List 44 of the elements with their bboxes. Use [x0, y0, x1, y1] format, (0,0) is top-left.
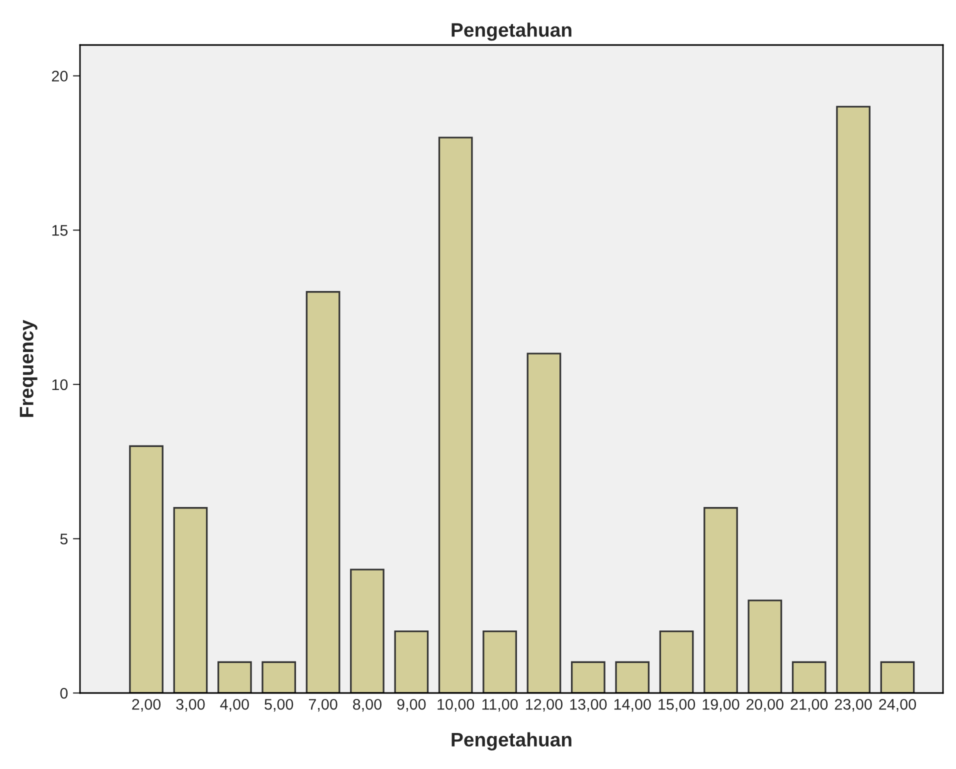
bar [306, 291, 340, 693]
y-tick-label: 0 [60, 688, 68, 699]
x-tick-label: 20,00 [746, 698, 784, 712]
x-tick-label: 2,00 [132, 698, 161, 712]
x-tick-label: 11,00 [482, 698, 518, 712]
bar [836, 106, 870, 693]
x-tick-label: 14,00 [614, 698, 651, 712]
x-tick-label: 13,00 [570, 698, 607, 712]
x-tick-label: 3,00 [176, 698, 205, 712]
bar [262, 661, 296, 693]
x-tick-label: 10,00 [438, 698, 474, 712]
x-tick-label: 15,00 [658, 698, 696, 712]
x-tick-label: 5,00 [264, 698, 294, 712]
y-tick-label: 5 [60, 534, 68, 544]
x-tick-label: 21,00 [790, 698, 828, 712]
x-tick-label: 7,00 [308, 698, 338, 712]
bar [438, 136, 473, 693]
bar [792, 661, 826, 693]
chart-title: Pengetahuan [452, 22, 572, 41]
x-tick-label: 4,00 [220, 698, 249, 712]
x-axis-title: Pengetahuan [452, 732, 572, 750]
bar [570, 661, 606, 693]
y-tick-label: 10 [52, 379, 68, 390]
x-tick-label: 23,00 [834, 698, 872, 712]
bar [129, 445, 164, 693]
bar [482, 630, 517, 693]
bar [173, 507, 208, 693]
bar [748, 600, 782, 693]
x-tick-label: 12,00 [526, 698, 562, 712]
y-axis-title: Frequency [20, 320, 38, 417]
bar [704, 507, 738, 693]
x-tick-label: 19,00 [702, 698, 740, 712]
x-tick-label: 8,00 [353, 698, 382, 712]
bar [526, 352, 562, 693]
bar [217, 661, 252, 693]
y-tick-label: 20 [52, 70, 68, 82]
bar [615, 661, 650, 693]
x-tick-label: 9,00 [397, 698, 426, 712]
x-tick-label: 24,00 [879, 698, 916, 712]
bar [394, 630, 429, 693]
bar [659, 630, 694, 693]
y-tick-label: 15 [52, 225, 68, 236]
bar [350, 568, 384, 693]
bar [880, 661, 915, 693]
